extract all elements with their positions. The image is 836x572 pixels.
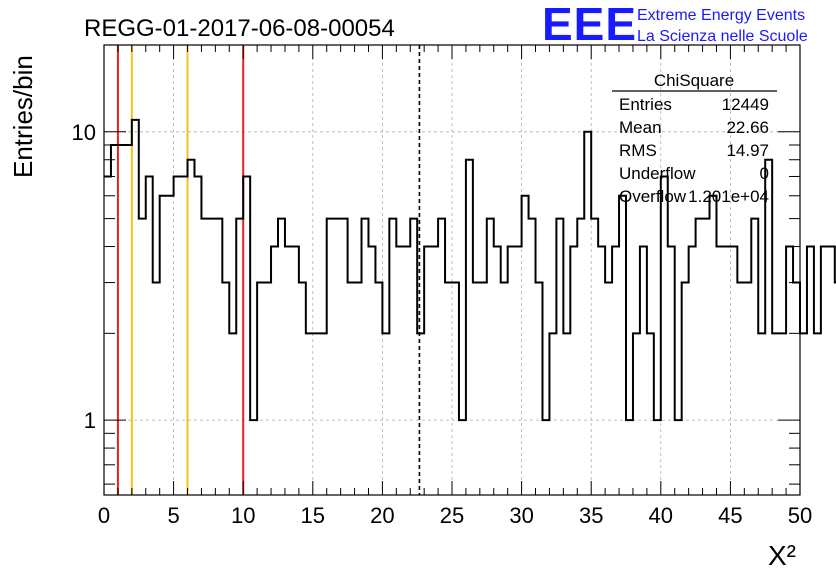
stats-row-value: 22.66 [726,118,769,137]
x-tick-label: 10 [231,503,255,528]
axis-ticks: 0 5 10 15 20 25 30 35 40 45 50 1 10 [72,44,812,528]
brand-line-1: Extreme Energy Events [637,7,805,24]
x-tick-label: 40 [649,503,673,528]
x-tick-label: 20 [370,503,394,528]
histogram [104,118,836,422]
stats-row-label: RMS [619,141,657,160]
stats-row-label: Underflow [619,164,696,183]
x-tick-label: 45 [718,503,742,528]
x-tick-label: 35 [579,503,603,528]
stats-box: ChiSquare Entries 12449 Mean 22.66 RMS 14.97 U… [612,71,777,206]
stats-row-label: Entries [619,95,672,114]
grid-lines [104,45,800,495]
eee-logo: EEE [542,0,637,50]
histogram-step-line [104,118,836,422]
stats-row-value: 0 [760,164,769,183]
stats-title: ChiSquare [654,71,734,90]
stats-row-value: 1.201e+04 [688,187,769,206]
y-tick-label: 1 [84,408,96,433]
x-tick-label: 0 [98,503,110,528]
brand-line-2: La Scienza nelle Scuole [637,28,808,45]
y-tick-label: 10 [72,120,96,145]
x-tick-label: 50 [788,503,812,528]
y-axis-title: Entries/bin [8,55,38,178]
x-tick-label: 5 [167,503,179,528]
stats-row-value: 14.97 [726,141,769,160]
vertical-markers [116,45,421,495]
x-tick-label: 30 [509,503,533,528]
stats-row-label: Mean [619,118,662,137]
stats-row-label: Overflow [619,187,687,206]
x-axis-title: X² [768,540,796,571]
x-tick-label: 25 [440,503,464,528]
stats-row-value: 12449 [722,95,769,114]
x-tick-label: 15 [301,503,325,528]
run-title: REGG-01-2017-06-08-00054 [84,15,395,42]
